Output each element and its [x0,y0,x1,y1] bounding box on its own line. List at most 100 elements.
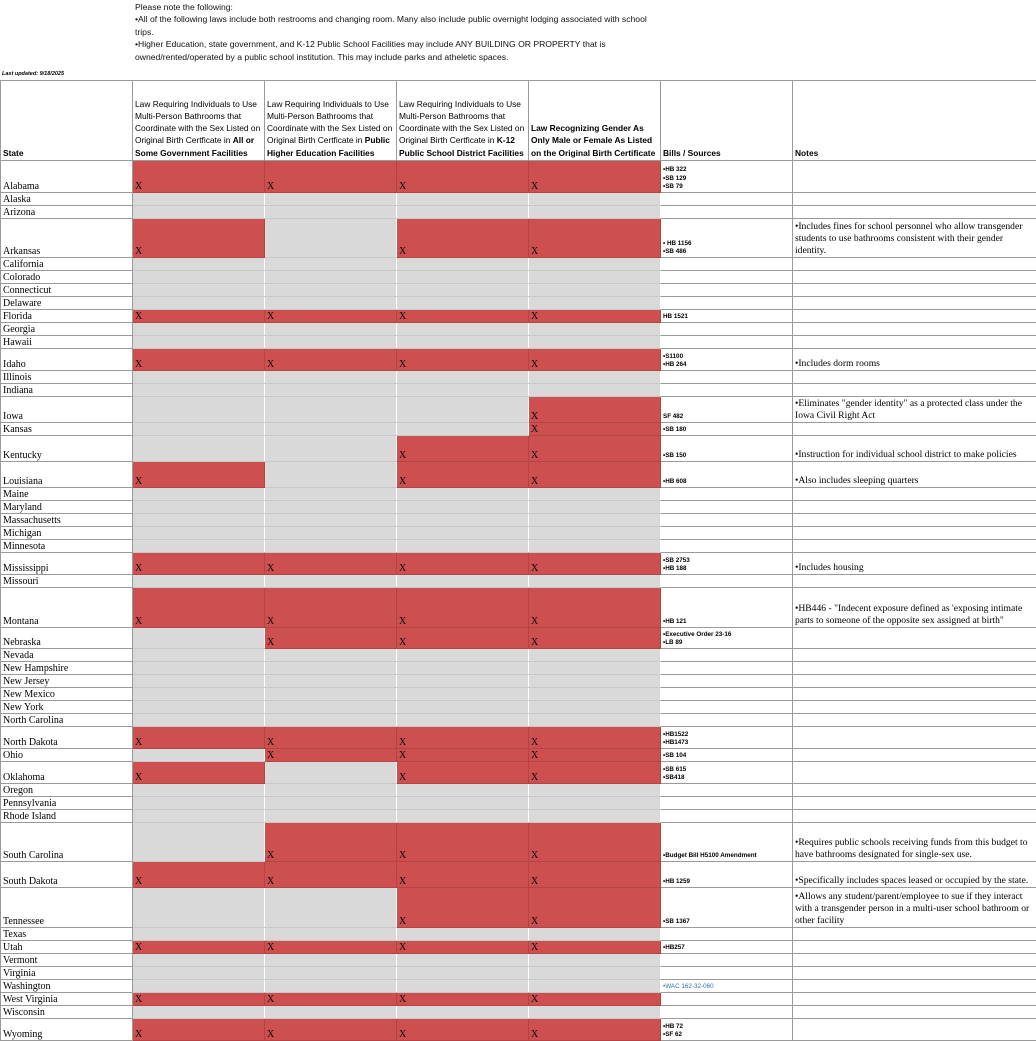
law-cell [529,514,661,527]
state-name: North Carolina [1,714,133,727]
law-cell [529,967,661,980]
law-cell: X [265,823,397,862]
note: •Specifically includes spaces leased or … [795,875,1034,887]
law-cell [529,284,661,297]
law-cell [529,540,661,553]
bills-cell: •SB 615•SB418 [661,762,793,784]
bill: •SB 1367 [663,918,790,927]
law-cell [265,649,397,662]
law-cell [265,193,397,206]
bills-cell: •HB1522•HB1473 [661,727,793,749]
state-name: Colorado [1,271,133,284]
bills-cell [661,258,793,271]
bills-cell [661,993,793,1006]
state-row: Texas [1,928,1036,941]
law-cell [529,297,661,310]
law-cell [397,527,529,540]
law-cell [397,714,529,727]
state-name: Missouri [1,575,133,588]
law-cell [133,628,265,649]
bills-cell [661,284,793,297]
law-cell [397,193,529,206]
bills-cell: •HB 322•SB 129•SB 79 [661,161,793,193]
law-cell [265,258,397,271]
intro-line: •All of the following laws include both … [135,13,665,38]
column-header: Bills / Sources [661,81,793,161]
law-cell [265,575,397,588]
state-name: Ohio [1,749,133,762]
law-cell [133,514,265,527]
column-header: State [1,81,133,161]
law-cell [529,662,661,675]
law-cell [529,527,661,540]
law-cell [397,967,529,980]
bill: •SB 104 [663,752,790,761]
notes-cell [793,297,1036,310]
law-cell [133,797,265,810]
law-cell [265,219,397,258]
bill: SF 482 [663,413,790,422]
bill: •Budget Bill H5100 Amendment [663,852,790,861]
state-row: New Hampshire [1,662,1036,675]
law-cell: X [529,762,661,784]
notes-cell: •Includes fines for school personnel who… [793,219,1036,258]
law-cell [133,967,265,980]
law-cell [265,462,397,488]
law-cell [133,714,265,727]
notes-cell: •Also includes sleeping quarters [793,462,1036,488]
law-cell [397,797,529,810]
bill[interactable]: •WAC 162-32-060 [663,983,790,992]
bill: •HB 188 [663,565,790,574]
law-cell [133,206,265,219]
notes-cell [793,941,1036,954]
law-cell: X [265,349,397,371]
state-name: Arizona [1,206,133,219]
law-cell: X [529,941,661,954]
law-cell [265,980,397,993]
note: •Instruction for individual school distr… [795,449,1034,461]
notes-cell: •HB446 - "Indecent exposure defined as '… [793,588,1036,628]
bill: • HB 1156 [663,240,790,249]
bills-cell [661,662,793,675]
law-cell [133,888,265,928]
notes-cell [793,488,1036,501]
law-cell: X [397,993,529,1006]
law-cell: X [529,862,661,888]
law-cell: X [397,749,529,762]
law-cell [397,423,529,436]
notes-cell [793,323,1036,336]
state-row: Virginia [1,967,1036,980]
state-name: Delaware [1,297,133,310]
state-name: South Dakota [1,862,133,888]
notes-cell [793,980,1036,993]
bills-cell [661,527,793,540]
law-cell: X [133,349,265,371]
bills-cell [661,675,793,688]
law-cell [397,701,529,714]
law-cell: X [397,436,529,462]
law-cell [397,954,529,967]
law-cell [397,540,529,553]
note: •Includes fines for school personnel who… [795,221,1034,257]
bills-cell [661,967,793,980]
law-cell [265,371,397,384]
law-cell [133,954,265,967]
law-cell [397,297,529,310]
bill: •S1100 [663,353,790,362]
state-name: Pennsylvania [1,797,133,810]
bills-cell [661,954,793,967]
state-name: California [1,258,133,271]
state-name: Washington [1,980,133,993]
notes-cell [793,993,1036,1006]
law-cell [133,980,265,993]
law-cell [133,501,265,514]
law-cell [133,662,265,675]
law-cell: X [529,888,661,928]
